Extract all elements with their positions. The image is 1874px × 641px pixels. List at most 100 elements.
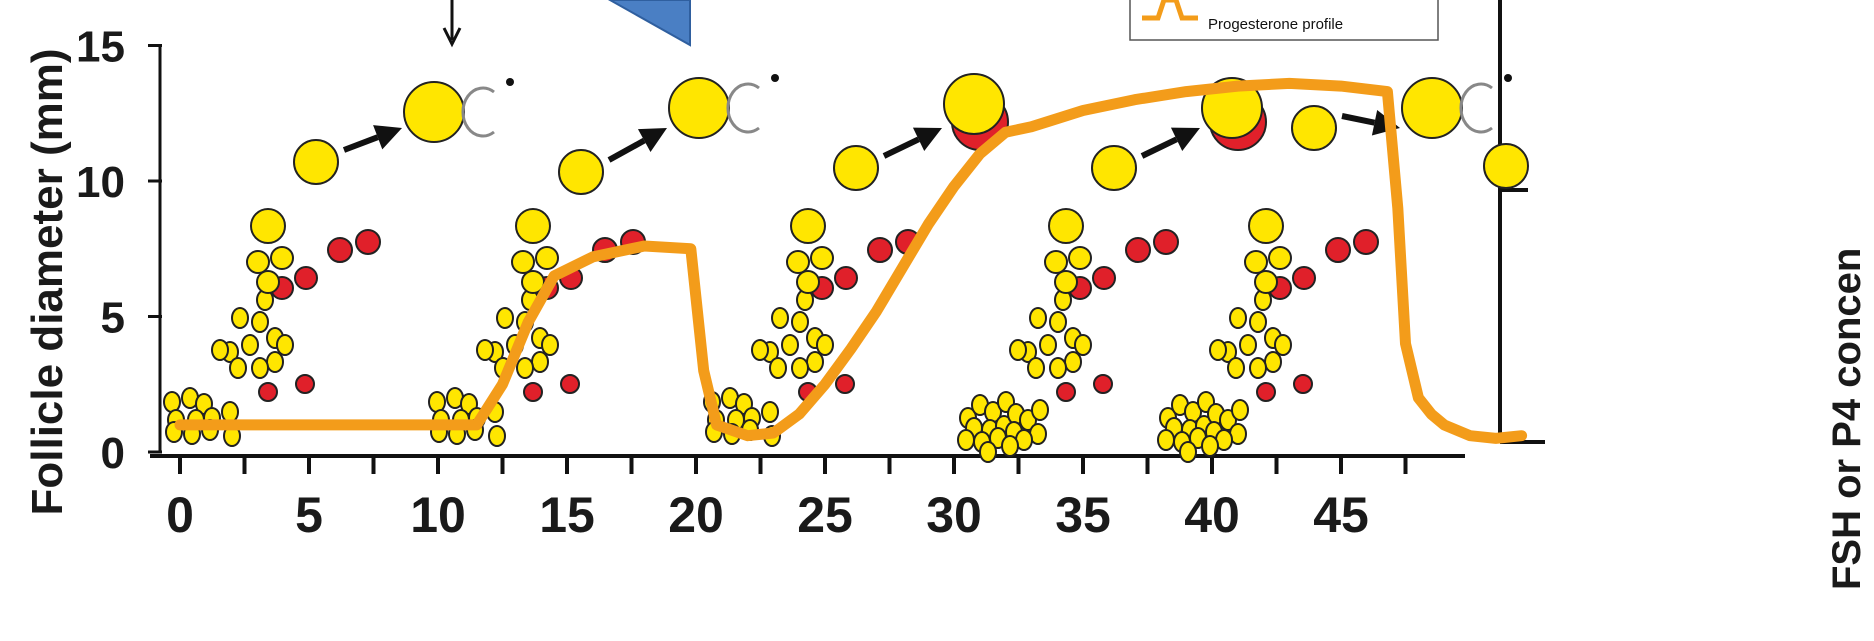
growing-follicle <box>246 250 270 274</box>
follicle-waves <box>163 73 1529 463</box>
y-tick-label: 5 <box>101 294 125 343</box>
growing-follicle <box>796 270 820 294</box>
dominant-follicle <box>293 139 339 185</box>
growing-follicle <box>270 246 294 270</box>
small-follicle <box>531 351 549 373</box>
small-follicle <box>1229 307 1247 329</box>
regressing-follicle <box>1256 382 1276 402</box>
regressing-follicle <box>523 382 543 402</box>
small-follicle <box>1031 399 1049 421</box>
legend-entry: Progesterone profile <box>1208 16 1343 33</box>
small-follicle <box>221 401 239 423</box>
x-tick-label: 5 <box>295 487 323 543</box>
small-follicle <box>771 307 789 329</box>
regressing-follicle <box>1092 266 1116 290</box>
regressing-follicle <box>1056 382 1076 402</box>
small-follicle <box>791 357 809 379</box>
legend-swatch <box>1142 0 1198 21</box>
regressing-follicle <box>1125 237 1151 263</box>
x-tick-label: 35 <box>1055 487 1111 543</box>
small-follicle <box>496 307 514 329</box>
small-follicle <box>1179 441 1197 463</box>
growing-follicle <box>256 270 280 294</box>
x-tick-label: 15 <box>539 487 595 543</box>
growing-follicle <box>1048 208 1084 244</box>
small-follicle <box>251 311 269 333</box>
small-follicle <box>231 307 249 329</box>
oocyte-dot <box>506 78 514 86</box>
small-follicle <box>1227 357 1245 379</box>
regressing-follicle <box>1093 374 1113 394</box>
large-follicle <box>403 81 465 143</box>
wave-arrow-icon <box>882 127 942 159</box>
small-follicle <box>1001 435 1019 457</box>
growing-follicle <box>511 250 535 274</box>
growing-follicle <box>1254 270 1278 294</box>
x-tick-label: 0 <box>166 487 194 543</box>
ovulated-follicle-icon <box>726 82 760 134</box>
x-tick-label: 10 <box>410 487 466 543</box>
x-tick-label: 20 <box>668 487 724 543</box>
growing-follicle <box>515 208 551 244</box>
series-layer <box>174 77 1528 444</box>
small-follicle <box>979 441 997 463</box>
regressing-follicle <box>834 266 858 290</box>
regressing-follicle <box>1325 237 1351 263</box>
small-follicle <box>251 357 269 379</box>
small-follicle <box>1201 435 1219 457</box>
large-follicle <box>668 77 730 139</box>
x-tick-label: 45 <box>1313 487 1369 543</box>
regressing-follicle <box>258 382 278 402</box>
growing-follicle <box>1244 250 1268 274</box>
small-follicle <box>1157 429 1175 451</box>
y-tick-label: 0 <box>101 429 125 478</box>
small-follicle <box>957 429 975 451</box>
small-follicle <box>769 357 787 379</box>
small-follicle <box>816 334 834 356</box>
large-follicle <box>1401 77 1463 139</box>
small-follicle <box>1027 357 1045 379</box>
small-follicle <box>791 311 809 333</box>
x-tick-label: 30 <box>926 487 982 543</box>
dominant-follicle <box>1291 105 1337 151</box>
regressing-follicle <box>1293 374 1313 394</box>
dominant-follicle <box>833 145 879 191</box>
growing-follicle <box>786 250 810 274</box>
small-follicle <box>1064 351 1082 373</box>
small-follicle <box>1049 357 1067 379</box>
y-tick-label: 15 <box>76 23 125 72</box>
growing-follicle <box>535 246 559 270</box>
dominant-follicle <box>1091 145 1137 191</box>
small-follicle <box>1239 334 1257 356</box>
growing-follicle <box>521 270 545 294</box>
wave-arrow-icon <box>607 128 667 163</box>
regressing-follicle <box>1153 229 1179 255</box>
growing-follicle <box>790 208 826 244</box>
small-follicle <box>266 351 284 373</box>
regressing-follicle <box>560 374 580 394</box>
ovulated-follicle-icon <box>1459 82 1493 134</box>
oocyte-dot <box>1504 74 1512 82</box>
growing-follicle <box>1054 270 1078 294</box>
regressing-follicle <box>294 266 318 290</box>
subordinate-follicle <box>1483 143 1529 189</box>
regressing-follicle <box>835 374 855 394</box>
small-follicle <box>1264 351 1282 373</box>
regressing-follicle <box>327 237 353 263</box>
right-axis-label: FSH or P4 concen <box>1825 248 1869 590</box>
regressing-follicle <box>1353 229 1379 255</box>
small-follicle <box>1209 339 1227 361</box>
growing-follicle <box>1068 246 1092 270</box>
small-follicle <box>1029 307 1047 329</box>
axes: 0 5 10 15 0 5 10 15 20 25 30 35 40 45 <box>76 0 1545 543</box>
blue-arrow-shape <box>607 0 691 47</box>
y-tick-label: 10 <box>76 158 125 207</box>
small-follicle <box>1049 311 1067 333</box>
small-follicle <box>476 339 494 361</box>
ovulated-follicle-icon <box>461 86 495 138</box>
wave-arrow-icon <box>1140 127 1200 159</box>
small-follicle <box>751 339 769 361</box>
small-follicle <box>1231 399 1249 421</box>
growing-follicle <box>1044 250 1068 274</box>
